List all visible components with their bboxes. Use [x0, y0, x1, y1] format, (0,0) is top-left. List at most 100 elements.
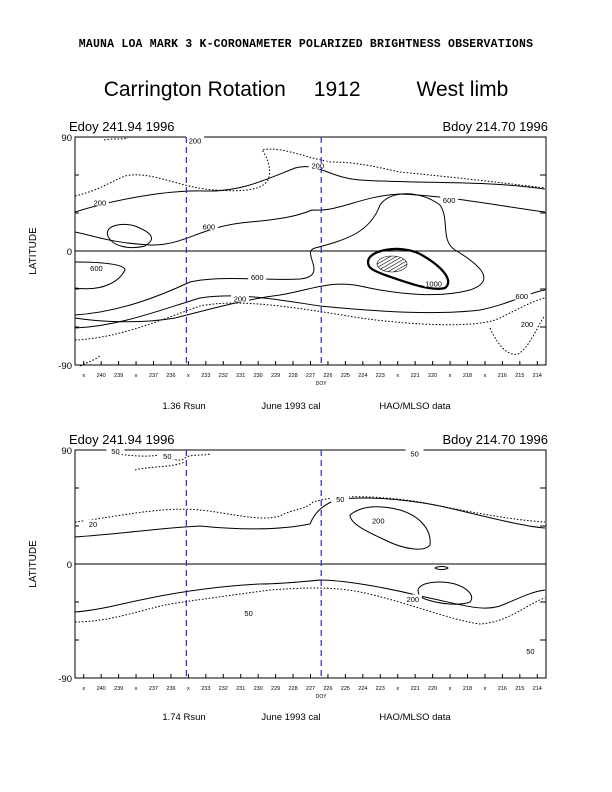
contour-line — [489, 315, 546, 355]
x-tick-label: 226 — [323, 373, 332, 379]
contour-label: 200 — [407, 595, 420, 604]
contour-label: 50 — [163, 452, 171, 461]
y-tick-label: 0 — [67, 247, 72, 258]
x-tick-label: 220 — [428, 373, 437, 379]
x-tick-label: 233 — [201, 686, 210, 692]
contour-label-bg — [403, 594, 422, 603]
contour-label: 1000 — [425, 279, 442, 288]
x-tick-label: 223 — [376, 373, 385, 379]
x-tick-label: 236 — [166, 686, 175, 692]
x-tick-label: 233 — [201, 373, 210, 379]
contour-label: 200 — [94, 198, 107, 207]
contour-label: 600 — [251, 273, 264, 282]
contour-label-bg — [308, 161, 327, 170]
contour-label-bg — [517, 319, 536, 328]
x-tick-label: 223 — [376, 686, 385, 692]
x-tick-label: 229 — [271, 686, 280, 692]
edoy-label: Edoy 241.94 1996 — [69, 432, 175, 447]
x-tick-label: 228 — [288, 686, 297, 692]
contour-label-bg — [521, 646, 540, 655]
x-tick-label: 218 — [463, 686, 472, 692]
y-tick-label: -90 — [58, 361, 72, 372]
x-tick-label: 240 — [97, 373, 106, 379]
contour-label-bg — [440, 195, 459, 204]
x-tick-label: x — [82, 373, 85, 379]
contour-label-bg — [331, 494, 350, 503]
contour-label-bg — [239, 608, 258, 617]
contour-line — [74, 166, 546, 213]
contour-line — [74, 297, 546, 341]
x-axis-title: DOY — [316, 694, 328, 700]
contour-line — [74, 587, 546, 625]
contour-label-bg — [369, 515, 388, 524]
contour-label-bg — [90, 197, 109, 206]
contour-line — [74, 579, 546, 613]
x-tick-label: x — [396, 686, 399, 692]
contour-label: 600 — [90, 264, 103, 273]
radius-label: 1.74 Rsun — [162, 712, 205, 723]
contour-label: 50 — [526, 647, 534, 656]
contour-panel-2: 90 0 -90 LATITUDE Edoy 241.94 1996 Bdoy 214.7… — [28, 432, 548, 723]
max-brightness-hatch — [376, 255, 408, 273]
figure-title: Carrington Rotation 1912 West limb — [0, 78, 612, 102]
bdoy-label: Bdoy 214.70 1996 — [442, 432, 548, 447]
contour-label: 50 — [244, 609, 252, 618]
contour-line — [349, 506, 431, 550]
x-tick-label: 221 — [411, 373, 420, 379]
contour-line — [74, 193, 546, 246]
x-tick-label: x — [135, 373, 138, 379]
contour-line — [74, 289, 546, 329]
source-label: HAO/MLSO data — [379, 401, 451, 412]
x-tick-label: 225 — [341, 686, 350, 692]
x-tick-label: 214 — [533, 686, 542, 692]
x-tick-label: x — [484, 686, 487, 692]
x-tick-label: x — [187, 373, 190, 379]
x-tick-label: x — [449, 373, 452, 379]
x-tick-label: 237 — [149, 686, 158, 692]
contour-label-bg — [83, 519, 102, 528]
x-tick-label: x — [396, 373, 399, 379]
contour-line — [366, 247, 450, 290]
x-tick-label: x — [484, 373, 487, 379]
x-tick-label: 237 — [149, 373, 158, 379]
contour-label-bg — [405, 448, 424, 457]
y-tick-label: 0 — [67, 560, 72, 571]
calibration-label: June 1993 cal — [261, 401, 320, 412]
contour-line — [434, 566, 449, 570]
contour-label-bg — [248, 272, 267, 281]
x-tick-label: 225 — [341, 373, 350, 379]
contour-label-bg — [230, 294, 249, 303]
y-tick-label: -90 — [58, 674, 72, 685]
y-tick-label: 90 — [61, 446, 72, 457]
x-tick-label: 240 — [97, 686, 106, 692]
contour-label: 200 — [312, 162, 325, 171]
x-axis-title: DOY — [316, 381, 328, 387]
contour-label: 200 — [521, 320, 534, 329]
contour-label-bg — [512, 291, 531, 300]
contour-label: 50 — [410, 449, 418, 458]
edoy-label: Edoy 241.94 1996 — [69, 119, 175, 134]
x-tick-label: 230 — [254, 686, 263, 692]
contour-line — [417, 581, 473, 605]
contour-line — [107, 452, 211, 461]
rotation-number: 1912 — [313, 78, 361, 101]
title-text: Carrington Rotation — [103, 78, 286, 101]
contour-label-bg — [106, 446, 125, 455]
contour-line — [79, 355, 101, 367]
bdoy-label: Bdoy 214.70 1996 — [442, 119, 548, 134]
x-tick-label: 224 — [358, 686, 367, 692]
contour-label: 600 — [516, 292, 529, 301]
contour-line — [106, 223, 152, 249]
contour-label: 20 — [89, 520, 97, 529]
x-tick-label: 224 — [358, 373, 367, 379]
contour-label-bg — [185, 135, 204, 144]
x-tick-label: 215 — [515, 373, 524, 379]
x-tick-label: 227 — [306, 373, 315, 379]
x-tick-label: 231 — [236, 373, 245, 379]
y-axis-label: LATITUDE — [28, 227, 39, 275]
contour-label-bg — [87, 263, 106, 272]
x-tick-label: 231 — [236, 686, 245, 692]
source-label: HAO/MLSO data — [379, 712, 451, 723]
contour-label: 600 — [443, 196, 456, 205]
x-tick-label: 232 — [219, 686, 228, 692]
